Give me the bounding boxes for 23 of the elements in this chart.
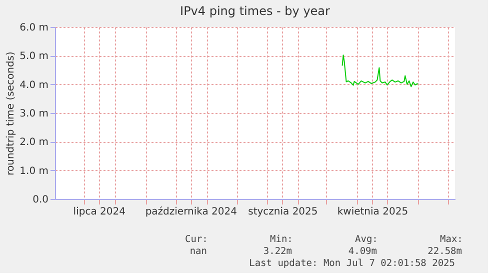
x-tick-label: października 2024 [145,206,238,218]
text: 4.09m [348,246,378,257]
text: Cur: [185,234,208,245]
y-axis-title: roundtrip time (seconds) [6,51,17,176]
x-tick-label: kwietnia 2025 [337,206,408,218]
y-tick-label: 2.0 m [20,137,48,148]
x-tick-label: stycznia 2025 [248,206,318,218]
y-tick-label: 3.0 m [20,108,48,120]
y-tick-label: 0.0 [32,194,48,206]
text: Max: [440,234,463,245]
y-tick-label: 4.0 m [20,80,48,91]
text: Last update: Mon Jul 7 02:01:58 2025 [249,258,455,269]
y-tick-label: 6.0 m [20,22,48,34]
x-tick-label: lipca 2024 [73,206,126,218]
y-tick-label: 1.0 m [20,166,48,177]
y-tick-label: 5.0 m [20,51,48,62]
text: Min: [270,234,293,245]
text: Avg: [355,234,378,245]
chart-title: IPv4 ping times - by year [180,4,330,18]
line-series [342,54,419,88]
text: 22.58m [428,246,462,257]
text: 3.22m [263,246,292,257]
text: nan [190,246,207,257]
